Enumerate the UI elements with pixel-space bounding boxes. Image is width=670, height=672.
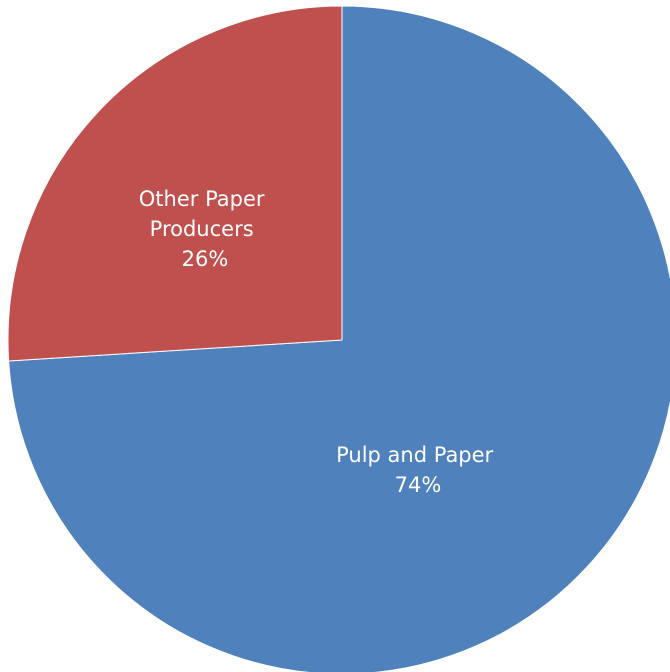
slice-label-other-paper-producers: Other Paper Producers 26% [139, 187, 271, 271]
pie-slice-other-paper-producers [7, 5, 343, 362]
slice-name-pulp-and-paper: Pulp and Paper [336, 443, 493, 467]
slice-label-line-1: Other Paper [139, 187, 265, 211]
slice-label-line-2: Producers [150, 217, 254, 241]
slice-value-other-paper-producers: 26% [182, 247, 229, 271]
pie-slice-pulp-and-paper [8, 5, 670, 672]
slice-label-pulp-and-paper: Pulp and Paper 74% [336, 443, 500, 497]
pie-slices [7, 5, 670, 672]
slice-value-pulp-and-paper: 74% [395, 473, 442, 497]
